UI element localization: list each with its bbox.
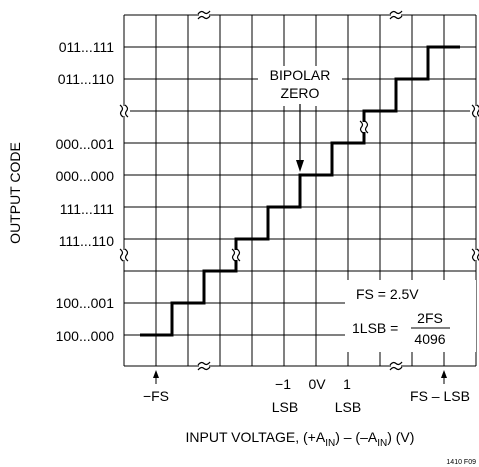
- x-axis-subscript-2: IN: [377, 438, 387, 449]
- fs-lsb-arrow-head: [441, 370, 447, 378]
- neg-fs-arrow-head: [153, 370, 159, 378]
- x-marker-zero-v: 0V: [308, 376, 326, 392]
- axis-break-mark: [470, 248, 479, 262]
- legend-lsb-prefix: 1LSB =: [352, 320, 398, 336]
- annotation-arrow-head: [296, 160, 304, 172]
- axis-break-mark: [389, 360, 403, 372]
- legend-fs: FS = 2.5V: [356, 286, 419, 302]
- figure-id: 1410 F09: [446, 459, 476, 466]
- annotation-line1: BIPOLAR: [270, 67, 331, 83]
- x-marker-lsb-right: LSB: [335, 399, 361, 415]
- annotation-line2: ZERO: [281, 85, 320, 101]
- axis-break-mark: [197, 9, 211, 21]
- y-code-label: 011...111: [59, 39, 114, 55]
- x-axis-title: INPUT VOLTAGE, (+AIN) – (–AIN) (V): [186, 429, 415, 449]
- axis-break-mark: [118, 104, 130, 118]
- y-code-label: 111...111: [60, 201, 114, 217]
- x-marker-lsb-left: LSB: [272, 399, 298, 415]
- y-code-label: 000...000: [56, 168, 115, 184]
- x-axis-subscript-1: IN: [325, 438, 335, 449]
- x-marker-plus-one: 1: [343, 376, 351, 392]
- y-code-label: 111...110: [59, 233, 114, 249]
- axis-break-mark: [230, 248, 242, 262]
- x-marker-minus-one: −1: [275, 376, 291, 392]
- axis-break-mark: [118, 248, 130, 262]
- y-code-label: 011...110: [58, 71, 115, 87]
- x-axis-title-mid: ) – (–A: [335, 429, 378, 445]
- legend-denominator: 4096: [414, 331, 445, 347]
- axis-break-mark: [358, 120, 370, 134]
- transfer-staircase: [140, 45, 460, 337]
- axis-break-mark: [389, 9, 403, 21]
- legend-background: [345, 280, 476, 352]
- y-code-label: 000...001: [56, 136, 115, 152]
- axis-break-mark: [470, 104, 479, 118]
- legend-numerator: 2FS: [417, 310, 443, 326]
- axis-break-mark: [197, 360, 211, 372]
- x-axis-title-suffix: ) (V): [387, 429, 414, 445]
- y-code-labels: 011...111 011...110 000...001 000...000 …: [56, 39, 115, 344]
- x-axis-title-prefix: INPUT VOLTAGE, (+A: [186, 429, 326, 445]
- y-axis-title: OUTPUT CODE: [7, 142, 23, 244]
- axis-breaks: [118, 9, 479, 372]
- x-marker-neg-fs: −FS: [143, 388, 169, 404]
- annotation-background: [258, 66, 342, 106]
- x-marker-fs-minus-lsb: FS – LSB: [410, 388, 470, 404]
- y-code-label: 100...001: [56, 295, 115, 311]
- y-code-label: 100...000: [56, 328, 115, 344]
